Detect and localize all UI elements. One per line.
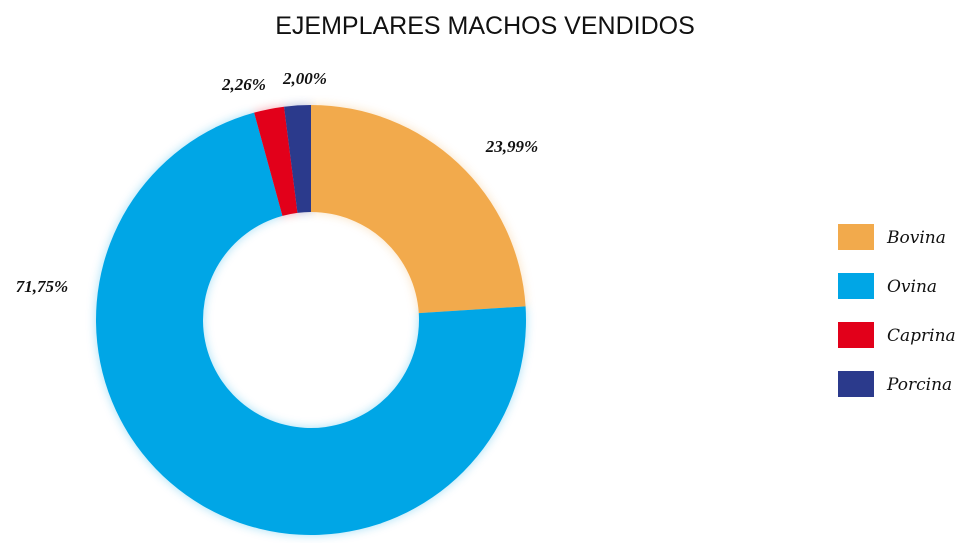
slice <box>95 112 526 535</box>
data-label: 2,00% <box>282 69 327 88</box>
legend-label: Bovina <box>886 228 946 248</box>
slice <box>254 106 298 216</box>
slices <box>95 105 526 535</box>
data-label: 71,75% <box>16 277 68 296</box>
chart-title: EJEMPLARES MACHOS VENDIDOS <box>275 12 695 40</box>
legend-swatch <box>838 273 874 299</box>
legend-label: Ovina <box>887 277 937 297</box>
legend-label: Caprina <box>887 326 956 346</box>
legend-label: Porcina <box>886 375 952 395</box>
legend-swatch <box>838 322 874 348</box>
data-label: 2,26% <box>221 75 266 94</box>
legend-swatch <box>838 224 874 250</box>
slice <box>284 105 311 213</box>
slice <box>311 105 526 314</box>
data-label: 23,99% <box>485 137 538 156</box>
legend-swatch <box>838 371 874 397</box>
